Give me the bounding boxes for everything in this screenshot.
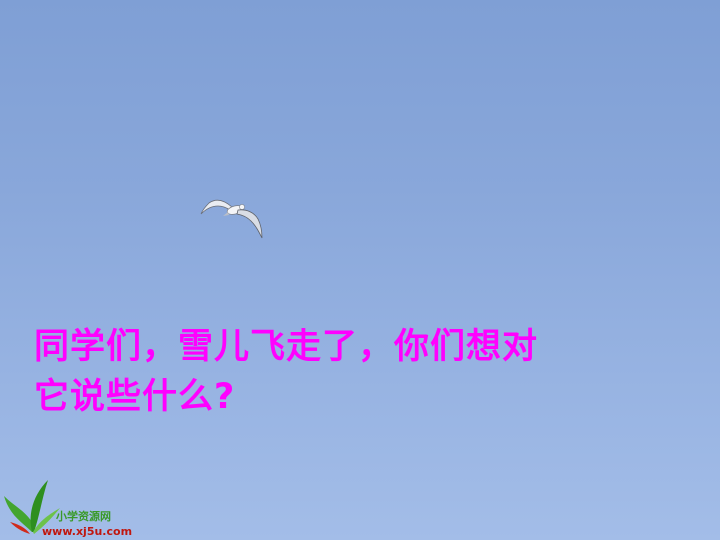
site-logo: 小学资源网 www.xj5u.com [0,474,160,540]
caption-line-1: 同学们，雪儿飞走了，你们想对 [34,327,539,367]
seagull-image [200,199,263,239]
logo-site-name: 小学资源网 [56,510,111,523]
logo-url: www.xj5u.com [42,525,133,538]
slide-caption: 同学们，雪儿飞走了，你们想对 它说些什么? [34,322,674,422]
leaf-logo-icon [4,480,60,534]
caption-line-2: 它说些什么? [34,377,236,417]
